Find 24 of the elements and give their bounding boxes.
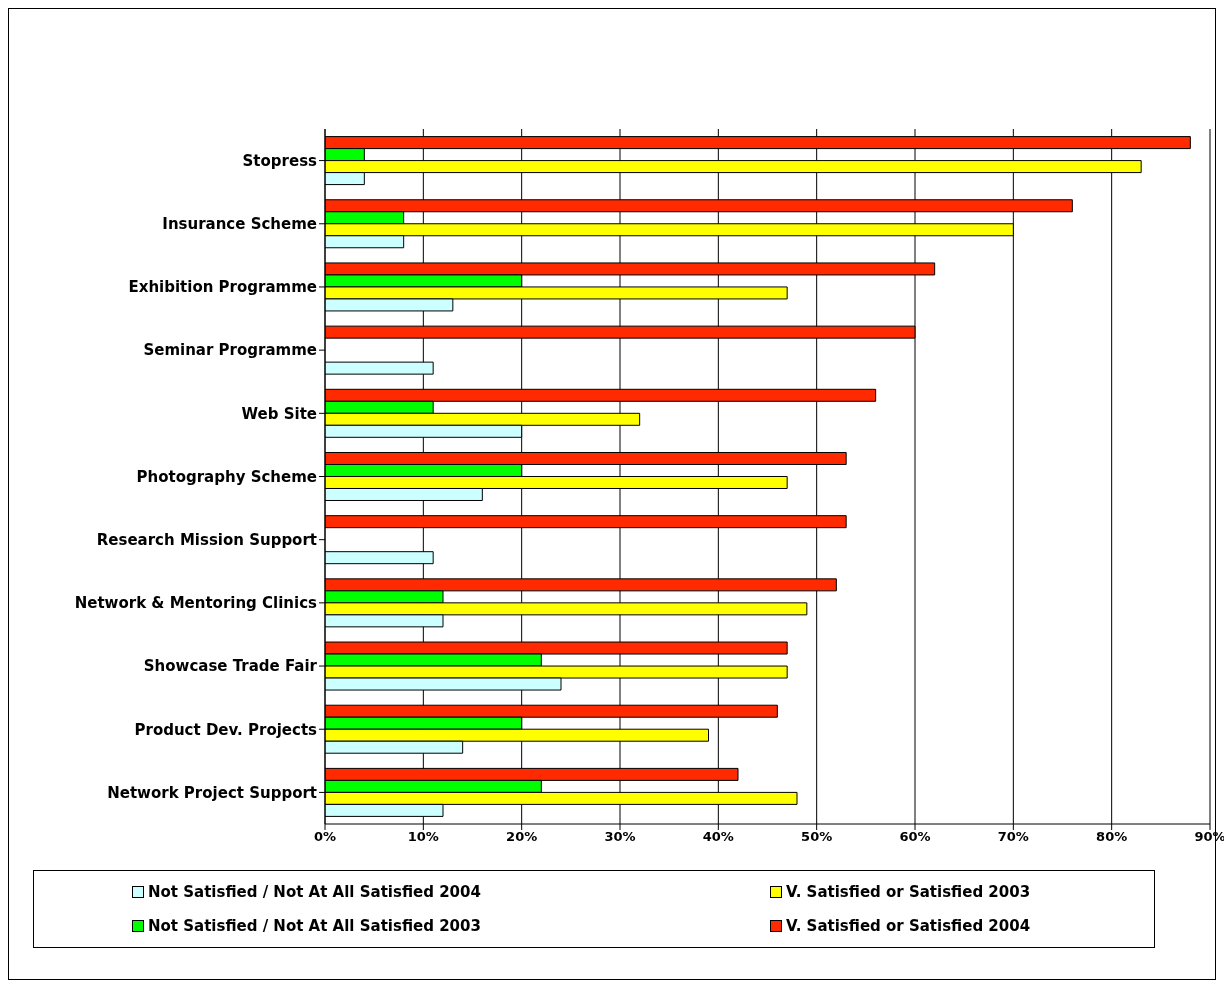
x-tick-label: 10% xyxy=(407,829,439,845)
legend-label: V. Satisfied or Satisfied 2004 xyxy=(786,917,1031,935)
x-tick-label: 0% xyxy=(313,829,337,845)
legend-label: V. Satisfied or Satisfied 2003 xyxy=(786,883,1031,901)
y-tick-label: Product Dev. Projects xyxy=(134,720,318,739)
x-tick-label: 80% xyxy=(1096,829,1128,845)
y-tick-label: Insurance Scheme xyxy=(162,215,317,234)
y-tick-label: Showcase Trade Fair xyxy=(143,657,318,676)
legend-label: Not Satisfied / Not At All Satisfied 2003 xyxy=(148,917,481,935)
x-tick-label: 30% xyxy=(604,829,636,845)
y-tick-label: Web Site xyxy=(241,404,317,423)
x-tick-label: 60% xyxy=(899,829,931,845)
legend-label: Not Satisfied / Not At All Satisfied 2004 xyxy=(148,883,481,901)
x-tick-label: 70% xyxy=(997,829,1029,845)
y-tick-label: Network Project Support xyxy=(107,783,317,802)
x-tick-label: 50% xyxy=(801,829,833,845)
x-tick-label: 40% xyxy=(702,829,734,845)
x-tick-label: 20% xyxy=(506,829,538,845)
y-tick-label: Stopress xyxy=(242,151,318,170)
y-tick-label: Exhibition Programme xyxy=(128,278,317,297)
y-tick-label: Network & Mentoring Clinics xyxy=(74,594,318,613)
y-tick-label: Research Mission Support xyxy=(96,531,317,550)
y-tick-label: Photography Scheme xyxy=(136,467,317,486)
y-tick-label: Seminar Programme xyxy=(143,341,317,360)
